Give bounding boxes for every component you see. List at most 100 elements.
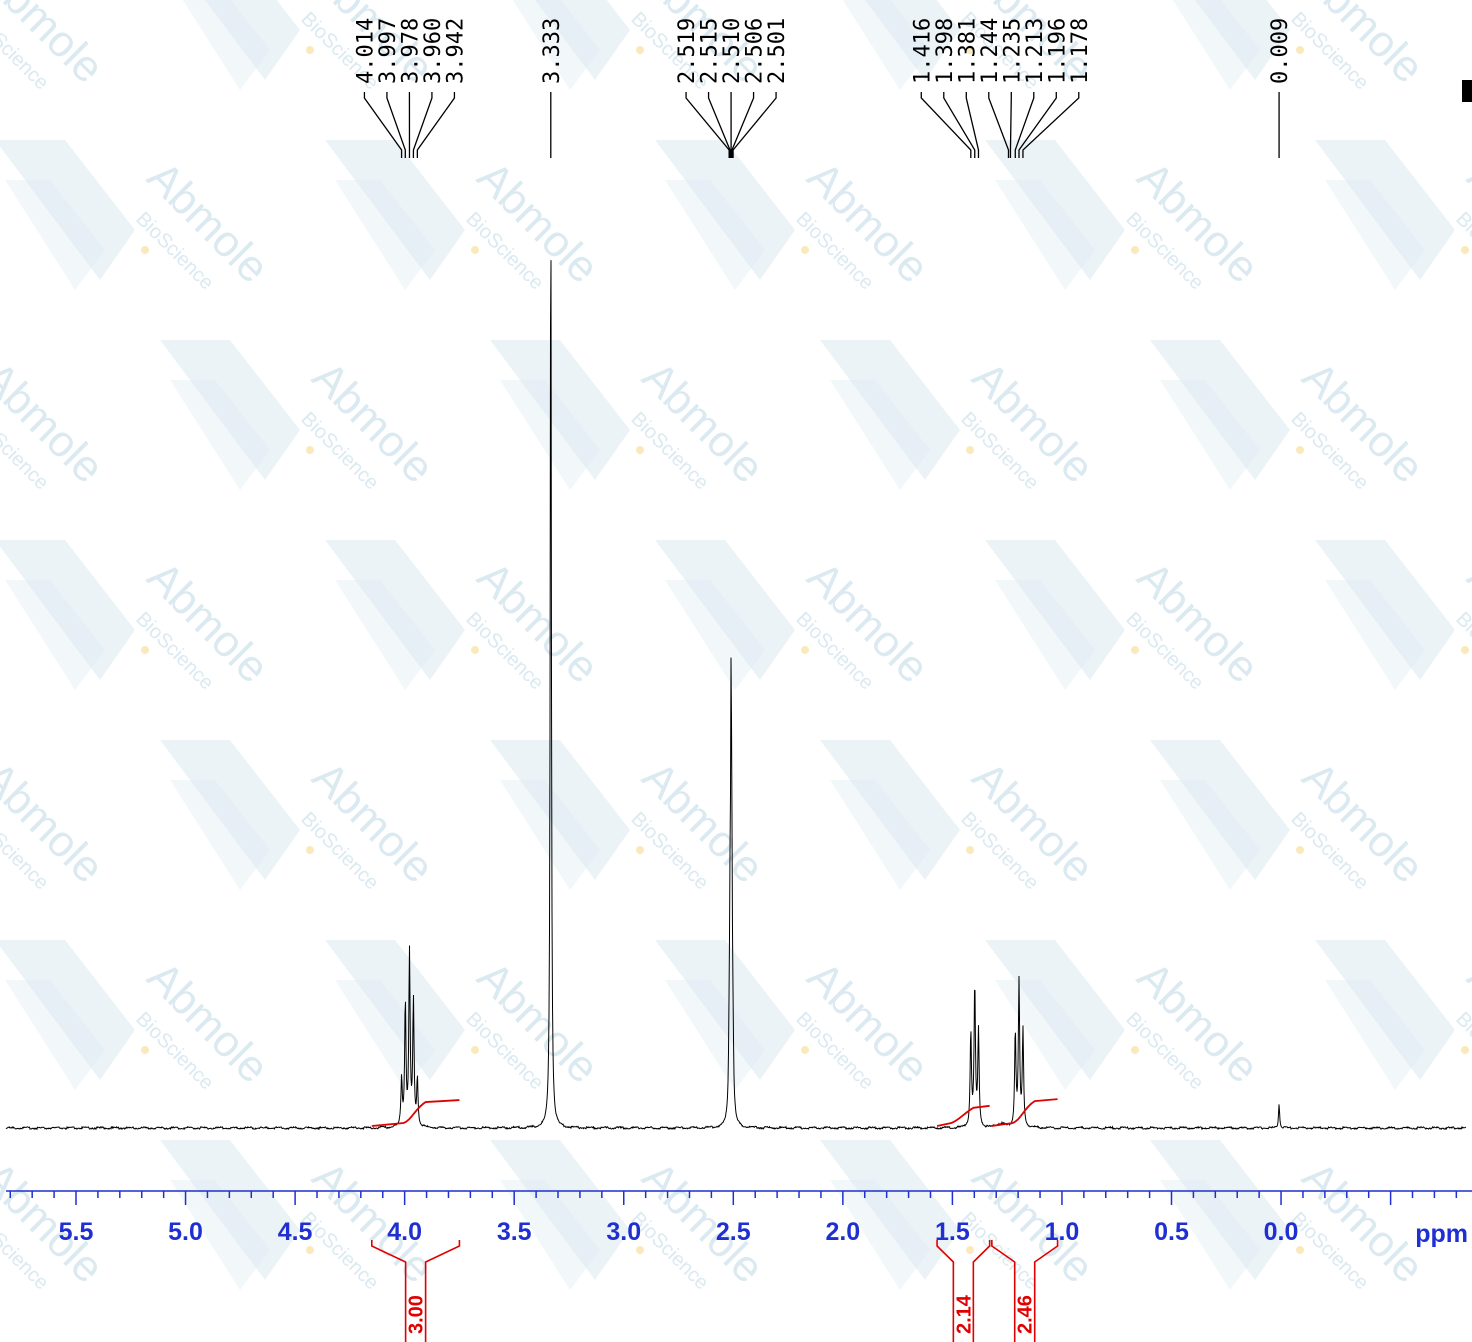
peak-label: 3.942 xyxy=(443,18,468,84)
watermark-dot xyxy=(1296,446,1304,454)
watermark-chevron-shadow xyxy=(665,980,765,1090)
peak-connector xyxy=(1009,92,1012,158)
x-tick-label: 2.0 xyxy=(825,1218,860,1246)
watermark-dot xyxy=(471,246,479,254)
watermark-dot xyxy=(306,846,314,854)
integral: 3.00 xyxy=(370,1099,461,1342)
watermark-dot xyxy=(1461,246,1469,254)
watermark-chevron xyxy=(1195,0,1290,80)
watermark-chevron-shadow xyxy=(995,180,1095,290)
watermark-chevron xyxy=(535,0,630,80)
peak-label: 3.333 xyxy=(540,18,565,84)
peak-label: 1.196 xyxy=(1045,18,1070,84)
peak-connector xyxy=(416,92,456,158)
watermark-chevron xyxy=(160,1140,300,1280)
watermark-chevron-shadow xyxy=(1325,180,1425,290)
watermark-chevron-shadow xyxy=(512,0,600,90)
watermark-chevron-shadow xyxy=(665,180,765,290)
watermark-chevron xyxy=(985,940,1125,1080)
x-tick-label: 1.0 xyxy=(1045,1218,1080,1246)
watermark-dot xyxy=(1296,46,1304,54)
peak-label: 2.506 xyxy=(743,18,768,84)
watermark-chevron-shadow xyxy=(842,0,930,90)
watermark-dot xyxy=(801,646,809,654)
watermark-dot xyxy=(966,46,974,54)
watermark-dot xyxy=(306,446,314,454)
watermark-dot xyxy=(966,846,974,854)
watermark-chevron-shadow xyxy=(170,780,270,890)
watermark-chevron-shadow xyxy=(335,980,435,1090)
peak-label: 1.178 xyxy=(1068,18,1093,84)
watermark-chevron xyxy=(1150,1140,1290,1280)
x-tick-label: 0.5 xyxy=(1154,1218,1189,1246)
watermark-chevron xyxy=(160,340,300,480)
peak-connector xyxy=(943,92,976,158)
spectrum-trace xyxy=(5,260,1467,1131)
peak-connector xyxy=(965,92,980,158)
watermark-chevron-shadow xyxy=(995,580,1095,690)
watermark-chevron xyxy=(1150,340,1290,480)
watermark-chevron xyxy=(490,340,630,480)
watermark-chevron xyxy=(1315,140,1455,280)
x-tick-label: 4.5 xyxy=(278,1218,313,1246)
watermark-chevron xyxy=(490,740,630,880)
x-axis-label: ppm xyxy=(1415,1220,1468,1248)
watermark-chevron-shadow xyxy=(995,980,1095,1090)
watermark-dot xyxy=(306,1246,314,1254)
x-axis: 5.5 5.0 4.5 4.0 3.5 3.0 2.5 2.0 1.5 1.0 0.5 0.0 ppm xyxy=(6,1190,1472,1248)
peak-connector xyxy=(1014,92,1035,158)
watermark-chevron xyxy=(490,1140,630,1280)
watermark-chevron-shadow xyxy=(830,780,930,890)
watermark-chevron-shadow xyxy=(830,1180,930,1290)
x-tick-label: 2.5 xyxy=(716,1218,751,1246)
watermark-chevron xyxy=(0,540,135,680)
watermark-chevron xyxy=(985,540,1125,680)
watermark-dot xyxy=(801,246,809,254)
integral-bracket xyxy=(370,1240,461,1342)
integral-bracket xyxy=(936,1240,991,1342)
watermark-dot xyxy=(636,46,644,54)
integral-value: 2.46 xyxy=(1015,1295,1037,1334)
x-tick-label: 3.0 xyxy=(606,1218,641,1246)
watermark-chevron xyxy=(865,0,960,80)
edge-marker xyxy=(1462,80,1472,102)
watermark-chevron-shadow xyxy=(1160,780,1260,890)
peak-connector xyxy=(363,92,403,158)
watermark-dot xyxy=(1131,1046,1139,1054)
watermark-dot xyxy=(1296,846,1304,854)
x-tick-label: 4.0 xyxy=(387,1218,422,1246)
watermark-chevron-shadow xyxy=(1325,580,1425,690)
watermark-chevron-shadow xyxy=(665,580,765,690)
watermark-chevron xyxy=(655,940,795,1080)
peak-label: 2.501 xyxy=(765,18,790,84)
watermark-chevron xyxy=(325,540,465,680)
watermark-dot xyxy=(471,646,479,654)
peak-label: 0.009 xyxy=(1268,18,1293,84)
watermark-chevron xyxy=(1315,540,1455,680)
watermark-chevron xyxy=(0,940,135,1080)
watermark-chevron xyxy=(0,140,135,280)
watermark-chevron-shadow xyxy=(5,580,105,690)
integral-value: 2.14 xyxy=(953,1294,975,1334)
watermark-dot xyxy=(636,1246,644,1254)
watermark-dot xyxy=(1461,646,1469,654)
watermark-chevron-shadow xyxy=(182,0,270,90)
